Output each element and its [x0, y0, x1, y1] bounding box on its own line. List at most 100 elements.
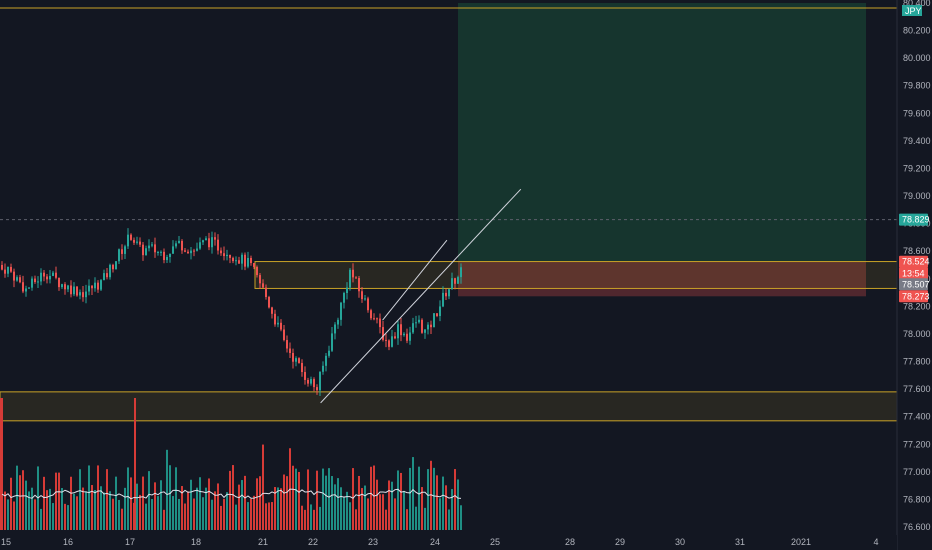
candle-body — [166, 256, 168, 261]
x-tick-label: 31 — [735, 537, 745, 547]
candle-body — [160, 251, 162, 253]
candle-body — [346, 287, 348, 294]
y-tick-label: 76.800 — [903, 494, 931, 504]
volume-bar — [304, 509, 306, 530]
candle-body — [361, 291, 363, 300]
candle-body — [10, 266, 12, 272]
volume-bar — [229, 470, 231, 530]
volume-bar — [94, 490, 96, 530]
time-axis[interactable] — [0, 535, 897, 550]
candle-body — [151, 244, 153, 246]
volume-bar — [106, 469, 108, 530]
volume-bar — [163, 509, 165, 530]
volume-bar — [391, 481, 393, 530]
candle-body — [322, 365, 324, 372]
candle-body — [238, 260, 240, 264]
candle-body — [97, 282, 99, 290]
volume-bar — [244, 475, 246, 530]
candle-body — [169, 253, 171, 257]
candle-body — [130, 234, 132, 240]
volume-bar — [109, 491, 111, 530]
volume-moving-average — [1, 488, 462, 500]
candle-body — [328, 350, 330, 356]
candle-body — [109, 264, 111, 278]
volume-bar — [409, 467, 411, 530]
volume-bar — [292, 465, 294, 530]
candle-body — [28, 287, 30, 289]
candle-body — [403, 333, 405, 336]
volume-bar — [235, 504, 237, 530]
candle-body — [199, 242, 201, 249]
volume-bar — [451, 489, 453, 530]
volume-bar — [373, 465, 375, 530]
volume-bar — [28, 491, 30, 530]
volume-bar — [406, 509, 408, 530]
volume-bar — [34, 499, 36, 530]
x-tick-label: 24 — [430, 537, 440, 547]
symbol-tag-badge — [902, 5, 922, 16]
candle-body — [427, 324, 429, 330]
candle-body — [379, 318, 381, 328]
candle-body — [280, 322, 282, 330]
candle-body — [331, 333, 333, 351]
trendline — [320, 188, 522, 404]
volume-bar — [169, 465, 171, 530]
volume-bar — [427, 469, 429, 530]
candle-body — [376, 318, 378, 320]
volume-bar — [454, 469, 456, 530]
candle-body — [25, 288, 27, 292]
candle-body — [157, 252, 159, 254]
candle-body — [229, 254, 231, 258]
levels-layer — [0, 7, 897, 221]
candle-body — [43, 272, 45, 277]
x-tick-label: 29 — [615, 537, 625, 547]
volume-bar — [340, 487, 342, 530]
volume-bar — [175, 467, 177, 530]
volume-bar — [415, 506, 417, 530]
candle-body — [259, 275, 261, 284]
volume-bar — [316, 470, 318, 530]
x-tick-label: 15 — [1, 537, 11, 547]
volume-bar — [313, 509, 315, 530]
y-tick-label: 79.200 — [903, 163, 931, 173]
volume-bar — [319, 506, 321, 530]
volume-bar — [112, 498, 114, 530]
volume-bar — [31, 487, 33, 530]
candle-body — [313, 379, 315, 388]
candle-body — [115, 261, 117, 270]
volume-bar — [325, 475, 327, 530]
volume-bar — [259, 476, 261, 530]
volume-bar — [403, 490, 405, 530]
volume-bar — [145, 503, 147, 530]
candle-body — [244, 254, 246, 267]
candle-body — [76, 286, 78, 296]
candle-body — [100, 280, 102, 290]
volume-bar — [232, 465, 234, 530]
x-tick-label: 16 — [63, 537, 73, 547]
volume-bar — [364, 485, 366, 530]
x-tick-label: 2021 — [791, 537, 811, 547]
volume-bar — [205, 487, 207, 530]
volume-bar — [19, 475, 21, 530]
volume-bar — [400, 472, 402, 530]
volume-bar — [184, 503, 186, 530]
volume-bar — [436, 475, 438, 530]
volume-bar — [226, 492, 228, 530]
candle-body — [298, 358, 300, 363]
position-target-area — [458, 3, 866, 262]
volume-bar — [13, 501, 15, 530]
volume-bar — [274, 487, 276, 530]
candle-body — [430, 324, 432, 328]
volume-bar — [298, 471, 300, 530]
candle-body — [31, 278, 33, 288]
volume-bar — [268, 502, 270, 530]
candle-body — [7, 266, 9, 274]
candle-body — [148, 245, 150, 249]
candle-body — [49, 275, 51, 280]
y-tick-label: 76.600 — [903, 522, 931, 532]
volume-bar — [412, 457, 414, 530]
candle-body — [127, 234, 129, 247]
y-tick-label: 80.400 — [903, 0, 931, 8]
volume-bar — [25, 480, 27, 530]
